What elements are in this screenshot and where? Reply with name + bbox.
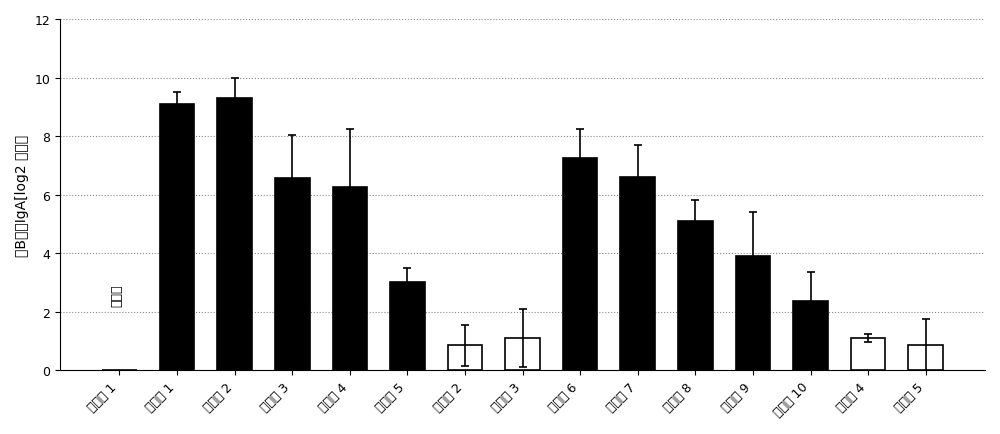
Bar — [908, 345, 943, 370]
Bar — [563, 158, 597, 370]
Bar — [333, 188, 367, 370]
Y-axis label: 抗B粘膜IgA[log2 效价］: 抗B粘膜IgA[log2 效价］ — [15, 134, 29, 256]
Bar — [275, 179, 310, 370]
Bar — [390, 283, 425, 370]
Bar — [793, 302, 828, 370]
Bar — [736, 256, 770, 370]
Bar — [505, 338, 540, 370]
Bar — [851, 338, 885, 370]
Text: 未实施: 未实施 — [110, 283, 123, 306]
Bar — [620, 178, 655, 370]
Bar — [160, 105, 194, 370]
Bar — [448, 345, 482, 370]
Bar — [678, 221, 713, 370]
Bar — [217, 99, 252, 370]
